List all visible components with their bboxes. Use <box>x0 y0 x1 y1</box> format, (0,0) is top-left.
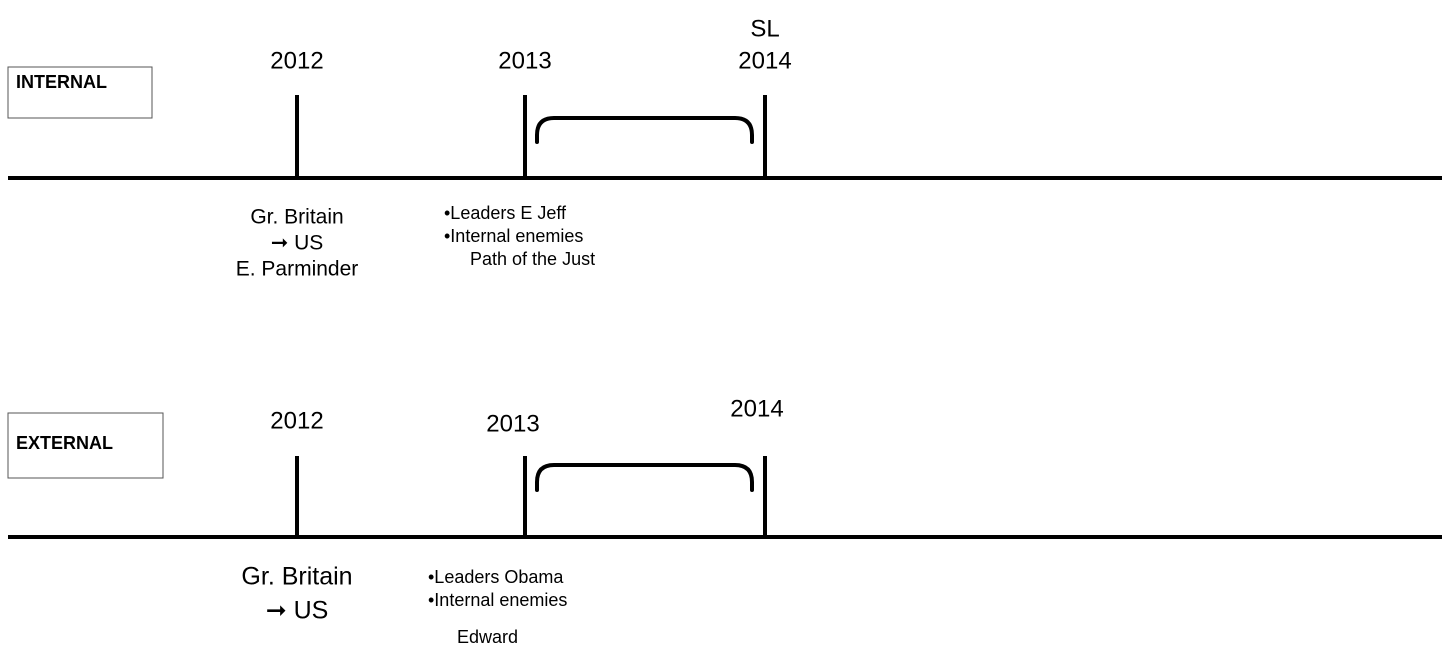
label-box <box>7 66 153 119</box>
bracket <box>535 116 754 144</box>
note: Gr. Britain <box>241 563 352 591</box>
year-label: 2013 <box>486 410 539 437</box>
note: ➞ US <box>271 232 324 255</box>
year-label: 2014 <box>738 47 791 74</box>
annotation: SL <box>750 15 779 42</box>
timeline-label: INTERNAL <box>16 72 107 92</box>
bullet: •Leaders E Jeff <box>444 203 567 223</box>
bullet: •Internal enemies <box>444 226 583 246</box>
bullet: Edward <box>457 627 518 646</box>
bullet: •Internal enemies <box>428 590 567 610</box>
timeline-label: EXTERNAL <box>16 433 113 453</box>
bullet: •Leaders Obama <box>428 567 564 587</box>
note: Gr. Britain <box>250 206 343 229</box>
bullet: Path of the Just <box>470 249 595 269</box>
note: E. Parminder <box>236 258 359 281</box>
bracket <box>535 463 754 492</box>
year-label: 2014 <box>730 395 783 422</box>
year-label: 2013 <box>498 47 551 74</box>
year-label: 2012 <box>270 47 323 74</box>
year-label: 2012 <box>270 407 323 434</box>
note: ➞ US <box>266 597 329 625</box>
label-box <box>7 412 164 479</box>
